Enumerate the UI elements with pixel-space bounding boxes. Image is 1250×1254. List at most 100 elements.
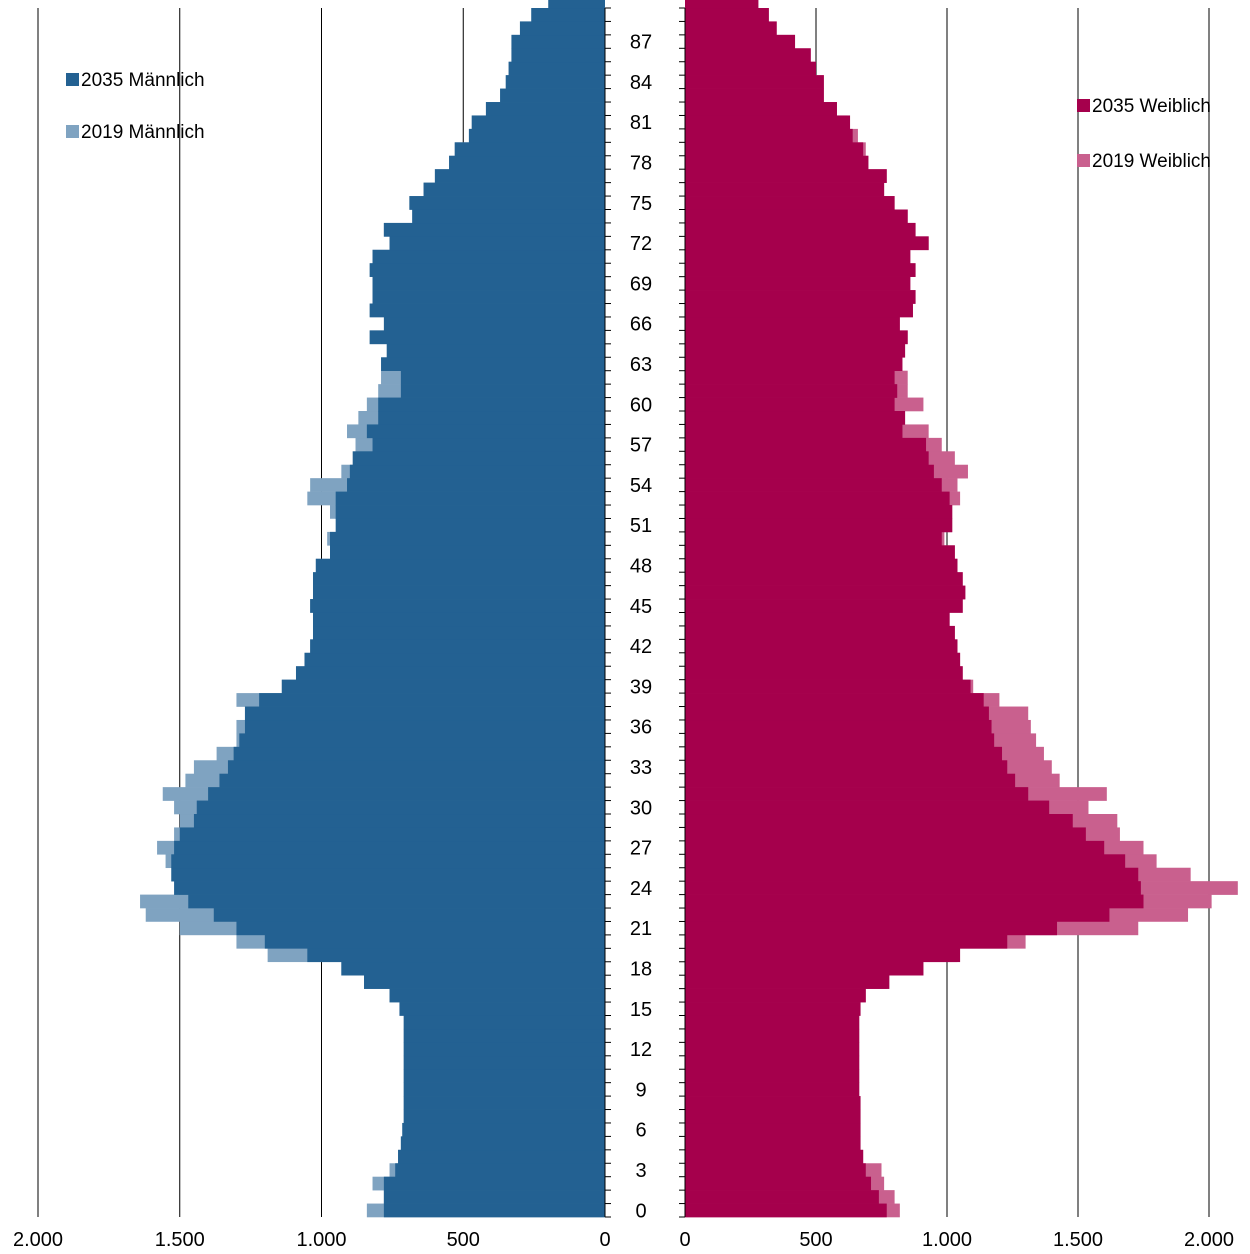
bar bbox=[389, 236, 605, 251]
bar bbox=[685, 881, 1141, 895]
bar bbox=[179, 827, 605, 842]
bar bbox=[402, 1122, 605, 1137]
bar bbox=[434, 169, 605, 183]
bar bbox=[531, 8, 605, 22]
bar bbox=[196, 800, 605, 815]
bar bbox=[685, 1122, 861, 1137]
bar bbox=[685, 142, 864, 157]
x-tick-label: 0 bbox=[679, 1229, 690, 1251]
bar bbox=[685, 599, 963, 613]
series-2035-männlich bbox=[171, 0, 606, 1218]
bar bbox=[174, 881, 605, 895]
bar bbox=[403, 1015, 605, 1030]
axes bbox=[604, 7, 686, 1218]
bar bbox=[685, 773, 1016, 788]
x-tick-label: 1.000 bbox=[922, 1229, 972, 1251]
bar bbox=[685, 155, 869, 170]
bar bbox=[685, 437, 927, 452]
bar bbox=[188, 894, 605, 909]
bar bbox=[335, 505, 605, 519]
x-tick-label: 500 bbox=[447, 1229, 480, 1251]
age-label: 87 bbox=[630, 32, 652, 54]
legend-swatch bbox=[66, 73, 79, 86]
bar bbox=[685, 639, 958, 654]
age-label: 60 bbox=[630, 394, 652, 416]
bar bbox=[505, 75, 605, 89]
age-label: 84 bbox=[630, 72, 652, 94]
bar bbox=[236, 921, 605, 936]
bar bbox=[685, 290, 916, 304]
bar bbox=[685, 1069, 860, 1083]
age-label: 6 bbox=[635, 1120, 646, 1142]
legend-label: 2019 Weiblich bbox=[1092, 151, 1211, 172]
bar bbox=[400, 384, 605, 398]
bar bbox=[312, 625, 605, 640]
female-bars bbox=[685, 0, 1238, 1218]
age-label: 69 bbox=[630, 273, 652, 295]
legend-swatch bbox=[66, 125, 79, 138]
bar bbox=[685, 424, 903, 439]
x-tick-label: 2.000 bbox=[1184, 1229, 1234, 1251]
bar bbox=[685, 1203, 887, 1218]
legend-female: 2035 Weiblich 2019 Weiblich bbox=[1077, 96, 1211, 172]
bar bbox=[685, 88, 824, 103]
bar bbox=[685, 760, 1008, 774]
bar bbox=[685, 800, 1050, 815]
bar bbox=[685, 1176, 872, 1191]
bar bbox=[349, 464, 605, 479]
bar bbox=[685, 854, 1126, 869]
age-label: 21 bbox=[630, 918, 652, 940]
bar bbox=[383, 316, 605, 331]
bar bbox=[403, 1042, 605, 1057]
bar bbox=[548, 0, 605, 9]
bar bbox=[227, 760, 605, 774]
bar bbox=[381, 357, 605, 371]
x-tick-label: 1.000 bbox=[296, 1229, 346, 1251]
bar bbox=[685, 169, 887, 183]
bar bbox=[310, 639, 605, 654]
bar bbox=[383, 1190, 605, 1204]
age-label: 15 bbox=[630, 999, 652, 1021]
bar bbox=[685, 1015, 860, 1030]
age-label: 45 bbox=[630, 596, 652, 618]
bar bbox=[372, 290, 605, 304]
bar bbox=[335, 491, 605, 506]
age-label: 3 bbox=[635, 1160, 646, 1182]
bar bbox=[685, 948, 961, 963]
bar bbox=[685, 196, 895, 210]
age-label: 24 bbox=[630, 878, 652, 900]
age-label: 33 bbox=[630, 757, 652, 779]
bar bbox=[685, 316, 900, 331]
bar bbox=[685, 0, 759, 9]
bar bbox=[685, 491, 950, 506]
bar bbox=[685, 115, 851, 130]
bar bbox=[500, 88, 605, 103]
bar bbox=[412, 209, 605, 224]
bar bbox=[685, 1163, 866, 1177]
bar bbox=[685, 330, 908, 345]
bar bbox=[685, 746, 1003, 761]
bar bbox=[685, 464, 934, 479]
legend-label: 2019 Männlich bbox=[81, 122, 205, 143]
bar bbox=[685, 531, 942, 546]
bar bbox=[685, 625, 955, 640]
bar bbox=[378, 397, 605, 412]
bar bbox=[239, 733, 605, 748]
bar bbox=[685, 706, 989, 721]
bar bbox=[685, 867, 1139, 882]
bar bbox=[310, 599, 605, 613]
bar bbox=[330, 545, 605, 560]
age-label: 66 bbox=[630, 314, 652, 336]
bar bbox=[685, 545, 955, 560]
bar bbox=[685, 397, 895, 412]
age-label: 9 bbox=[635, 1079, 646, 1101]
bar bbox=[685, 75, 824, 89]
x-tick-label: 1.500 bbox=[1053, 1229, 1103, 1251]
bar bbox=[685, 411, 906, 425]
legend-swatch bbox=[1077, 154, 1090, 167]
age-label: 12 bbox=[630, 1039, 652, 1061]
bar bbox=[685, 679, 971, 694]
age-label: 72 bbox=[630, 233, 652, 255]
bar bbox=[685, 1055, 860, 1070]
bar bbox=[685, 652, 961, 667]
